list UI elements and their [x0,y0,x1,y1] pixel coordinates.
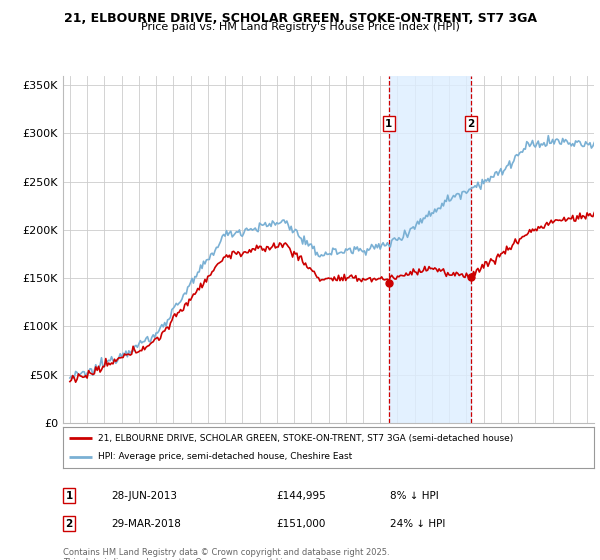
Text: 1: 1 [65,491,73,501]
Text: 28-JUN-2013: 28-JUN-2013 [111,491,177,501]
Text: 24% ↓ HPI: 24% ↓ HPI [390,519,445,529]
Text: 21, ELBOURNE DRIVE, SCHOLAR GREEN, STOKE-ON-TRENT, ST7 3GA (semi-detached house): 21, ELBOURNE DRIVE, SCHOLAR GREEN, STOKE… [98,433,513,442]
Text: 8% ↓ HPI: 8% ↓ HPI [390,491,439,501]
Text: Price paid vs. HM Land Registry's House Price Index (HPI): Price paid vs. HM Land Registry's House … [140,22,460,32]
Text: £144,995: £144,995 [276,491,326,501]
Text: 21, ELBOURNE DRIVE, SCHOLAR GREEN, STOKE-ON-TRENT, ST7 3GA: 21, ELBOURNE DRIVE, SCHOLAR GREEN, STOKE… [64,12,536,25]
Text: 2: 2 [467,119,475,129]
Text: Contains HM Land Registry data © Crown copyright and database right 2025.
This d: Contains HM Land Registry data © Crown c… [63,548,389,560]
Bar [389,76,471,423]
Text: £151,000: £151,000 [276,519,325,529]
Text: 29-MAR-2018: 29-MAR-2018 [111,519,181,529]
Text: HPI: Average price, semi-detached house, Cheshire East: HPI: Average price, semi-detached house,… [98,452,352,461]
Text: 2: 2 [65,519,73,529]
Text: 1: 1 [385,119,392,129]
